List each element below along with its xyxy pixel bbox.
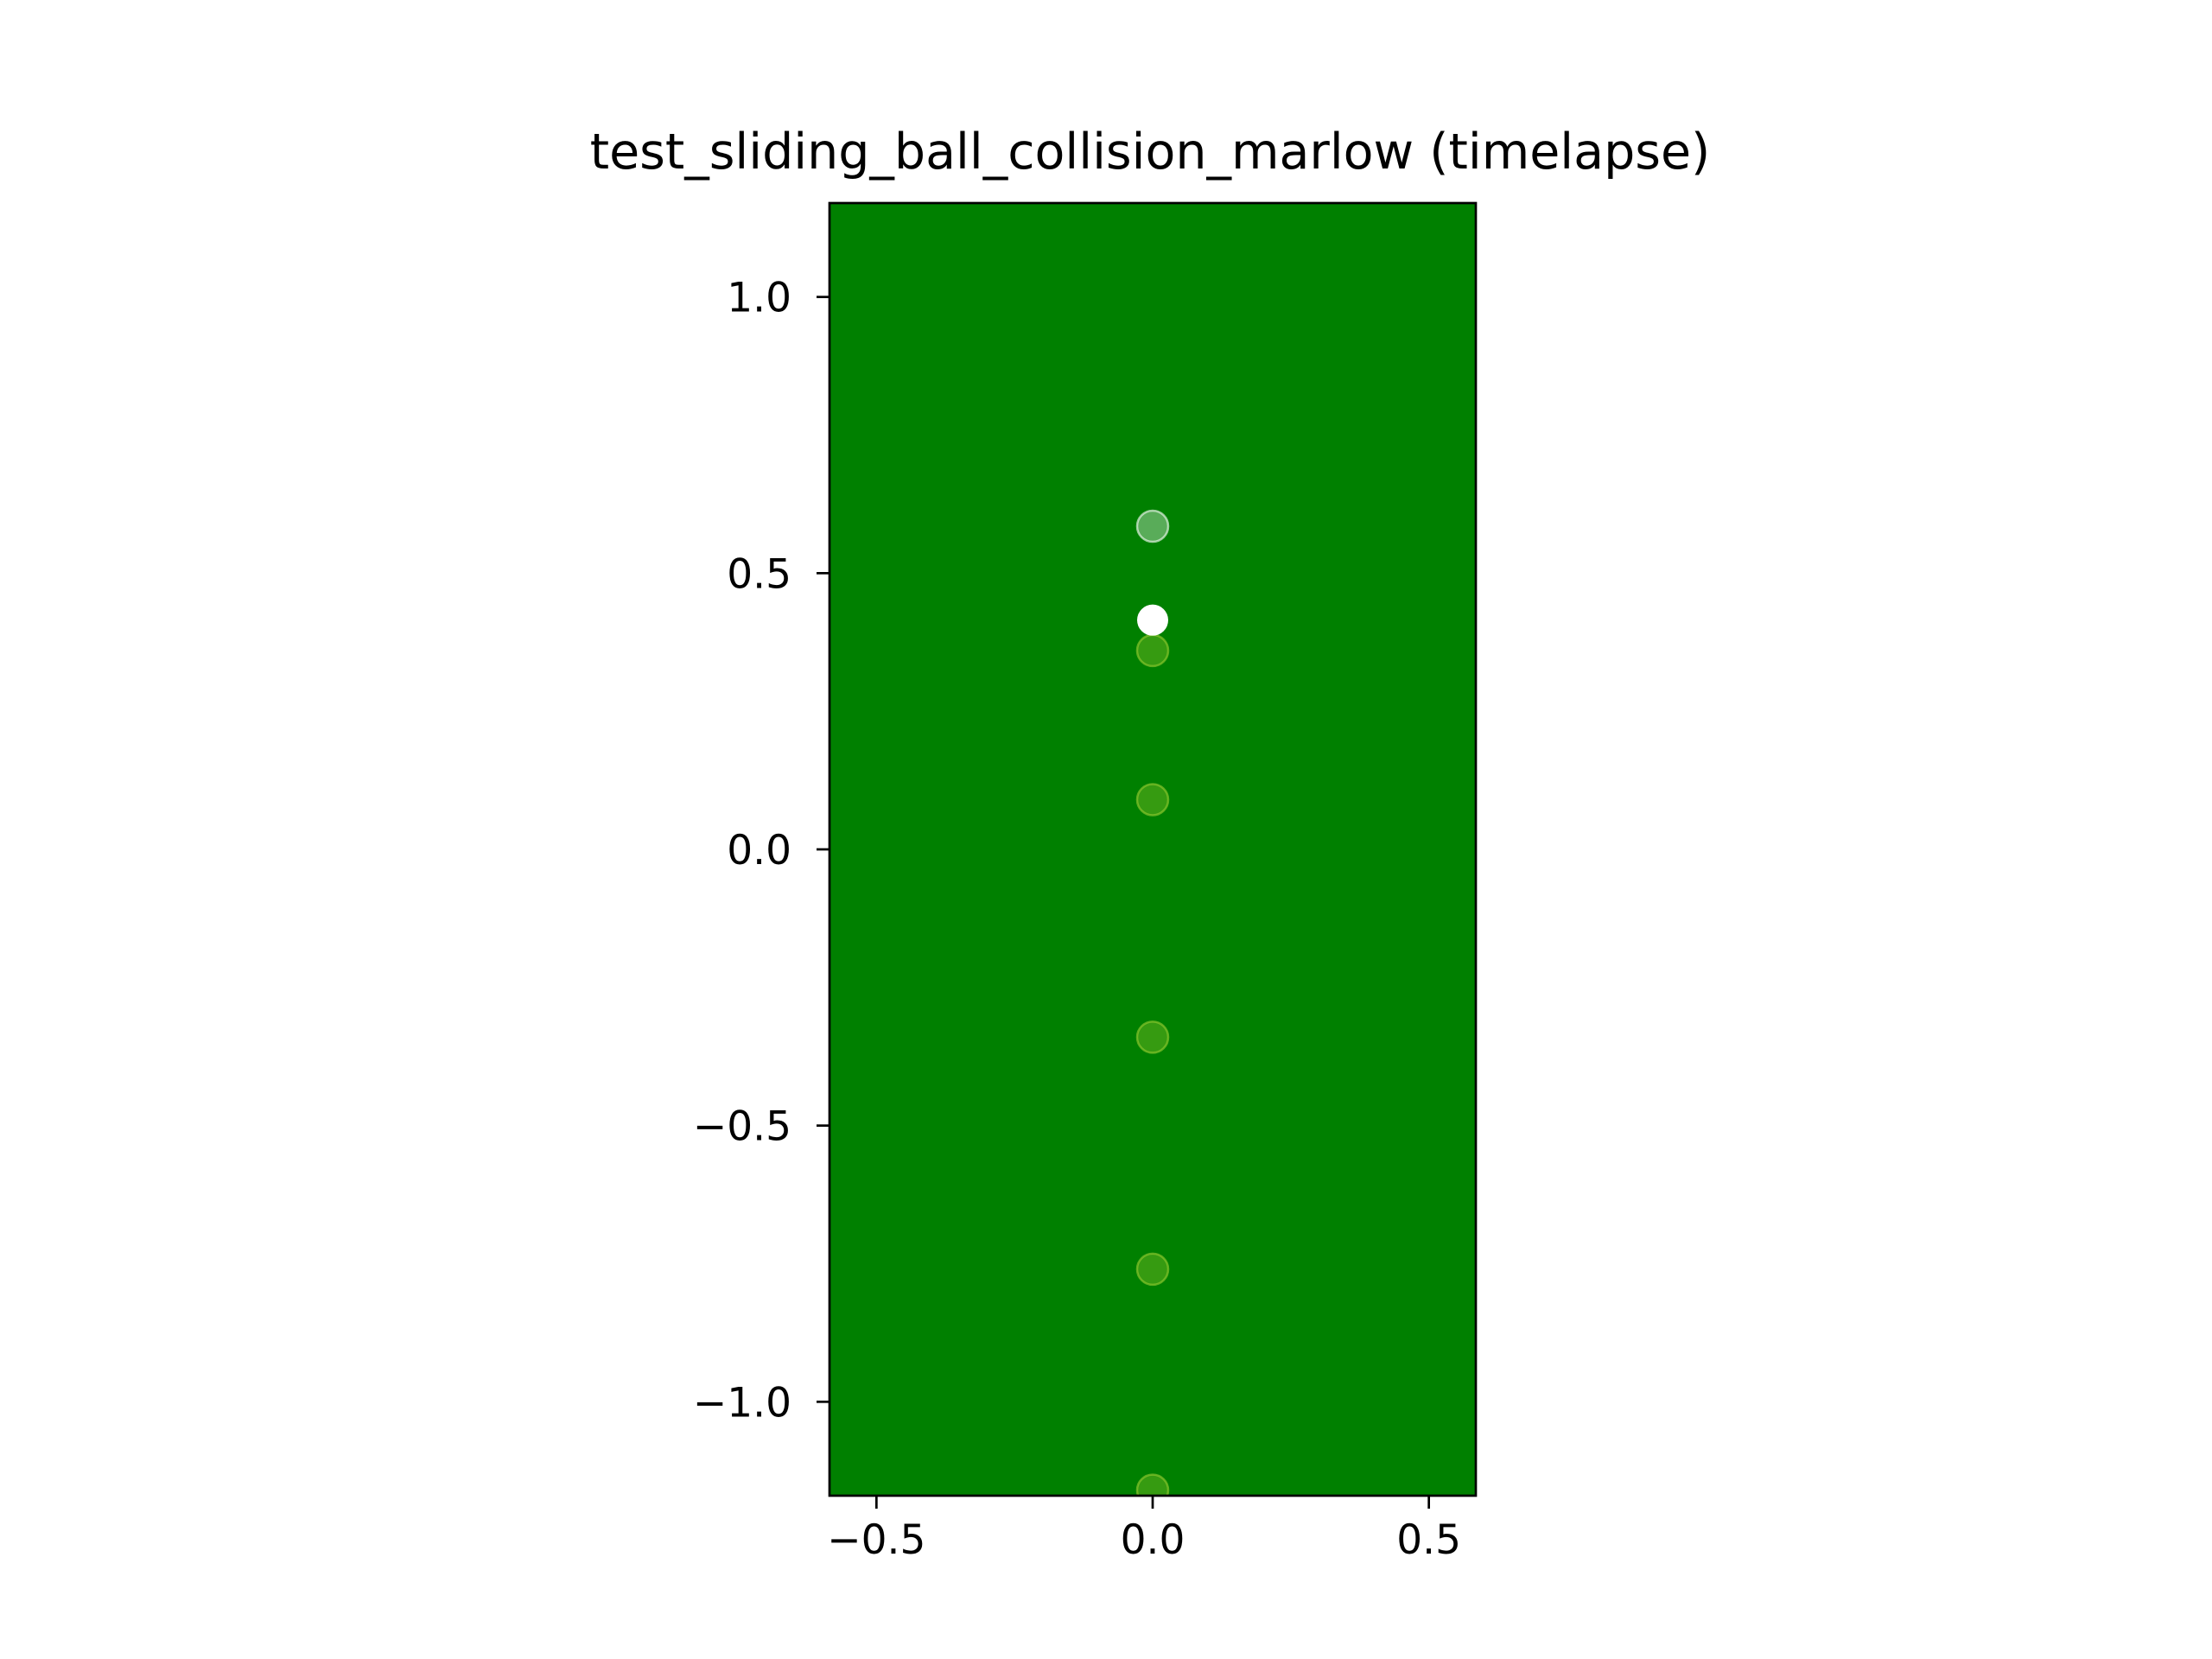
y-tick-label-1: −0.5 xyxy=(693,1103,791,1151)
y-tick-label-4: 1.0 xyxy=(727,275,791,322)
x-tick-label-2: 0.5 xyxy=(1396,1516,1461,1564)
x-tick-label-0: −0.5 xyxy=(827,1516,925,1564)
y-axis: −1.0 −0.5 0.0 0.5 1.0 xyxy=(693,275,830,1427)
x-axis: −0.5 0.0 0.5 xyxy=(827,1496,1461,1564)
y-tick-label-0: −1.0 xyxy=(693,1379,791,1427)
trail-point-1 xyxy=(1137,784,1168,815)
ghost-point-0 xyxy=(1137,511,1168,542)
trail-point-0 xyxy=(1137,635,1168,666)
chart-title: test_sliding_ball_collision_marlow (time… xyxy=(590,124,1711,181)
x-tick-label-1: 0.0 xyxy=(1121,1516,1185,1564)
y-tick-label-3: 0.5 xyxy=(727,550,791,598)
ball-point-0 xyxy=(1137,605,1168,636)
trail-point-2 xyxy=(1137,1021,1168,1052)
plot-area xyxy=(830,203,1476,1496)
trail-point-3 xyxy=(1137,1254,1168,1285)
y-tick-label-2: 0.0 xyxy=(727,827,791,874)
